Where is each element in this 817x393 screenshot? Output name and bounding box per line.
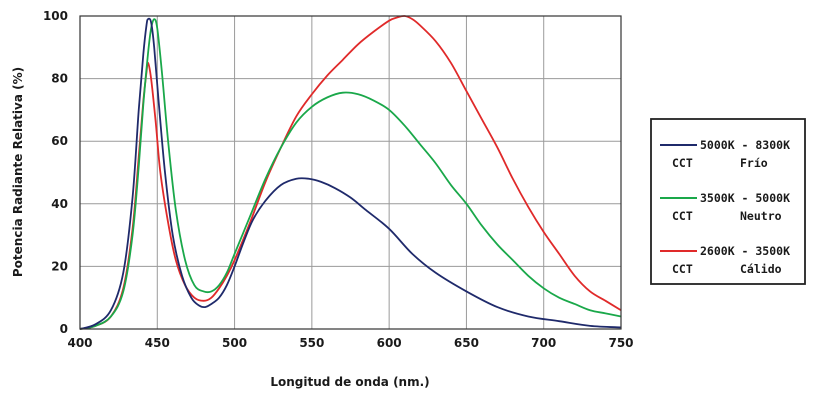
x-axis-title: Longitud de onda (nm.) xyxy=(270,375,429,389)
x-tick-label: 550 xyxy=(299,336,324,350)
legend-box xyxy=(650,118,806,285)
x-tick-label: 450 xyxy=(145,336,170,350)
grid-lines xyxy=(80,16,621,329)
legend-label-2: 2600K - 3500K xyxy=(700,244,790,258)
legend-type-0: Frío xyxy=(740,156,768,170)
legend-cct-0: CCT xyxy=(672,156,693,170)
plot-frame xyxy=(79,15,622,330)
y-tick-label: 20 xyxy=(51,259,68,273)
series-line-0 xyxy=(79,17,622,330)
series-layer xyxy=(79,15,622,330)
y-tick-label: 40 xyxy=(51,197,68,211)
x-tick-label: 700 xyxy=(531,336,556,350)
legend-label-0: 5000K - 8300K xyxy=(700,138,790,152)
y-axis-ticks: 0 20 40 60 80 100 xyxy=(43,9,68,336)
y-tick-label: 60 xyxy=(51,134,68,148)
x-tick-label: 400 xyxy=(67,336,92,350)
legend-type-2: Cálido xyxy=(740,262,782,276)
legend-cct-1: CCT xyxy=(672,209,693,223)
legend: 5000K - 8300K CCT Frío 3500K - 5000K CCT Neut… xyxy=(650,118,806,285)
x-axis-ticks: 400 450 500 550 600 650 700 750 xyxy=(67,336,633,350)
series-line-1 xyxy=(79,18,622,330)
legend-type-1: Neutro xyxy=(740,209,782,223)
x-tick-label: 500 xyxy=(222,336,247,350)
x-tick-label: 600 xyxy=(377,336,402,350)
x-tick-label: 650 xyxy=(454,336,479,350)
legend-label-1: 3500K - 5000K xyxy=(700,191,790,205)
legend-cct-2: CCT xyxy=(672,262,693,276)
y-tick-label: 80 xyxy=(51,72,68,86)
y-tick-label: 100 xyxy=(43,9,68,23)
x-tick-label: 750 xyxy=(608,336,633,350)
y-axis-title: Potencia Radiante Relativa (%) xyxy=(11,67,25,277)
y-tick-label: 0 xyxy=(60,322,68,336)
